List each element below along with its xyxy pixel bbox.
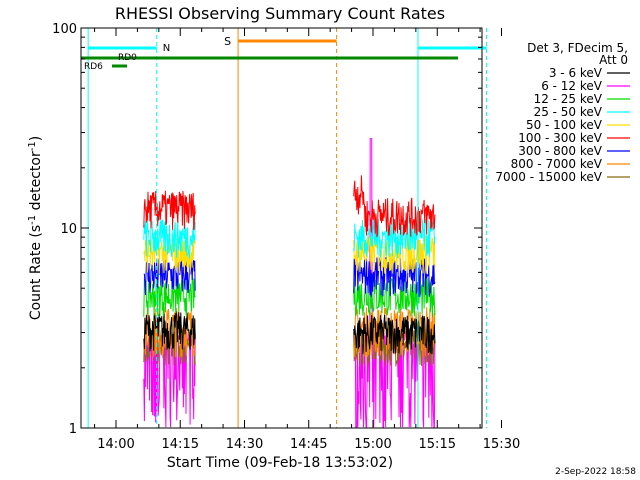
y-axis: 1 10 100 bbox=[52, 22, 482, 437]
legend-label: 100 - 300 keV bbox=[518, 131, 602, 145]
legend-label: 25 - 50 keV bbox=[534, 105, 603, 119]
series-trace bbox=[353, 175, 436, 238]
y-axis-label-main: Count Rate (s bbox=[28, 225, 44, 320]
rd0-label: RD0 bbox=[118, 53, 137, 63]
footer-timestamp: 2-Sep-2022 18:58 bbox=[555, 467, 636, 477]
legend-label: 50 - 100 keV bbox=[526, 118, 603, 132]
legend-header-line-2: Att 0 bbox=[599, 53, 628, 67]
saa-label: N bbox=[163, 43, 170, 54]
x-tick-label: 15:00 bbox=[354, 437, 391, 452]
legend-label: 300 - 800 keV bbox=[518, 144, 602, 158]
series-trace bbox=[143, 219, 196, 259]
legend-label: 3 - 6 keV bbox=[549, 66, 603, 80]
y-axis-label-mid: detector bbox=[28, 151, 44, 215]
series-3-6kev bbox=[143, 310, 436, 355]
legend-label: 6 - 12 keV bbox=[541, 79, 603, 93]
x-tick-label: 14:00 bbox=[97, 437, 134, 452]
series-trace bbox=[143, 276, 196, 318]
rd6-label: RD6 bbox=[84, 62, 103, 72]
series-trace bbox=[143, 257, 196, 296]
y-axis-label-sup-2: -1 bbox=[27, 141, 38, 151]
y-tick-label: 10 bbox=[60, 222, 77, 237]
x-axis: 14:00 14:15 14:30 14:45 15:00 15:15 15:30 bbox=[94, 28, 520, 452]
series-100-300kev bbox=[143, 175, 436, 238]
series-trace bbox=[353, 218, 436, 259]
y-axis-label-end: ) bbox=[28, 136, 44, 141]
legend-label: 800 - 7000 keV bbox=[511, 157, 603, 171]
x-tick-label: 14:30 bbox=[226, 437, 263, 452]
x-axis-label: Start Time (09-Feb-18 13:53:02) bbox=[167, 455, 393, 471]
x-tick-label: 14:15 bbox=[162, 437, 199, 452]
series-trace bbox=[353, 314, 436, 355]
series-trace bbox=[143, 310, 196, 352]
y-tick-label: 1 bbox=[69, 422, 77, 437]
legend-header-line-1: Det 3, FDecim 5, bbox=[527, 41, 628, 55]
x-tick-label: 14:45 bbox=[290, 437, 327, 452]
y-axis-label: Count Rate (s-1 detector-1) bbox=[27, 136, 44, 320]
plot-area: S N RD0 RD6 bbox=[81, 28, 488, 428]
legend-label: 12 - 25 keV bbox=[534, 92, 603, 106]
axes-frame bbox=[80, 27, 483, 429]
series-trace bbox=[143, 190, 196, 231]
night-label: S bbox=[224, 35, 231, 48]
series-25-50kev bbox=[143, 218, 436, 259]
legend-label: 7000 - 15000 keV bbox=[495, 170, 602, 184]
chart-title: RHESSI Observing Summary Count Rates bbox=[115, 4, 445, 23]
series-trace bbox=[353, 234, 436, 274]
y-tick-label: 100 bbox=[52, 22, 77, 37]
x-tick-label: 15:15 bbox=[419, 437, 456, 452]
y-axis-label-sup-1: -1 bbox=[27, 215, 38, 225]
x-tick-label: 15:30 bbox=[483, 437, 520, 452]
